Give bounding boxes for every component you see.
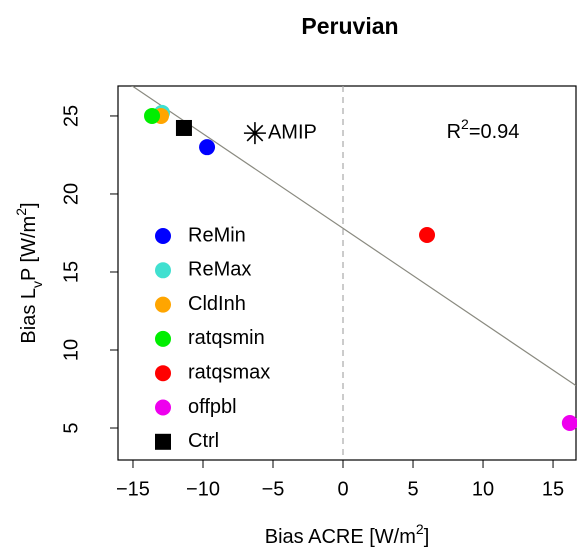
x-axis-label-part: 2 [416,521,424,537]
point [419,227,436,244]
x-tick-label: −5 [262,478,285,500]
annotation: R2=0.94 [447,116,520,144]
x-axis-label-part: ] [424,526,430,548]
legend-label: CldInh [188,293,246,315]
legend-marker [155,262,171,279]
y-tick-label: 20 [60,183,82,205]
legend-marker [155,296,171,313]
y-tick-label: 10 [60,339,82,361]
x-tick-label: 0 [337,478,348,500]
annotation-part: 2 [461,116,469,132]
point-label: AMIP [268,121,317,143]
legend-label: offpbl [188,396,237,418]
legend-label: ratqsmax [188,361,270,383]
point [199,139,216,156]
x-axis-label: Bias ACRE [W/m2] [265,521,430,549]
legend-marker [155,365,171,382]
x-tick-label: −10 [186,478,220,500]
y-tick-label: 5 [60,422,82,433]
y-tick-label: 15 [60,261,82,283]
point [561,415,577,432]
annotation-part: R [447,121,461,143]
legend-marker [155,330,171,347]
y-axis-label-part: P [W/m [18,216,40,281]
legend-label: Ctrl [188,430,219,452]
fit-line [131,86,576,387]
x-tick-label: 5 [407,478,418,500]
y-axis-label-part: 2 [13,208,29,216]
legend-label: ReMax [188,259,251,281]
y-axis-label-part: v [29,281,45,288]
y-tick-label: 25 [60,105,82,127]
legend-marker [155,433,171,450]
x-tick-label: 15 [542,478,564,500]
legend-label: ReMin [188,224,246,246]
legend-marker [155,228,171,244]
plot-box [117,85,577,461]
y-axis-label: Bias LvP [W/m2] [13,202,45,343]
chart-title: Peruvian [301,13,398,39]
point [243,122,266,145]
x-tick-label: 10 [472,478,494,500]
x-tick-label: −15 [116,478,150,500]
point [175,119,192,136]
point [144,107,161,124]
legend-label: ratqsmin [188,327,265,349]
annotation-part: =0.94 [469,121,520,143]
y-axis-label-part: Bias L [18,288,40,344]
y-axis-label-part: ] [18,202,40,208]
x-axis-label-part: Bias ACRE [W/m [265,526,416,548]
legend-marker [155,399,171,416]
